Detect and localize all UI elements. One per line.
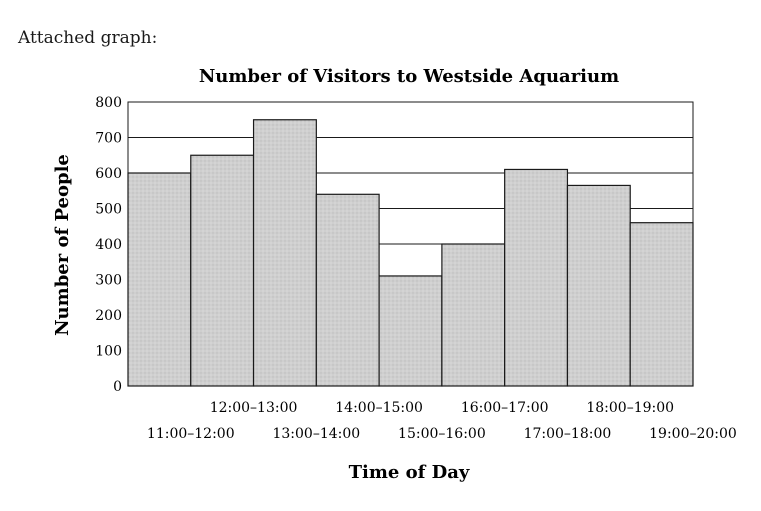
y-tick-label: 700: [95, 131, 122, 147]
bars: [127, 119, 694, 387]
y-tick-label: 100: [95, 344, 122, 360]
x-axis-label: Time of Day: [349, 462, 470, 483]
chart-title: Number of Visitors to Westside Aquarium: [199, 66, 619, 87]
bar-2: [252, 119, 317, 387]
y-tick-label: 400: [95, 237, 122, 253]
x-category-label: 19:00–20:00: [649, 426, 737, 442]
bar-0: [127, 172, 192, 387]
bar-8: [629, 222, 694, 387]
y-tick-label: 800: [95, 95, 122, 111]
x-category-label: 15:00–16:00: [398, 426, 486, 442]
x-category-label: 13:00–14:00: [272, 426, 360, 442]
x-category-label: 16:00–17:00: [461, 400, 549, 416]
y-axis-label: Number of People: [52, 154, 73, 336]
y-tick-label: 0: [113, 379, 122, 395]
bar-7: [566, 184, 631, 387]
y-axis-ticks: 0 100 200 300 400 500 600 700 800: [95, 95, 122, 395]
x-axis-categories: 11:00–12:00 12:00–13:00 13:00–14:00 14:00–1…: [147, 400, 737, 442]
x-category-label: 17:00–18:00: [524, 426, 612, 442]
x-category-label: 11:00–12:00: [147, 426, 235, 442]
x-category-label: 14:00–15:00: [335, 400, 423, 416]
bar-4: [378, 275, 443, 387]
bar-5: [441, 243, 506, 387]
x-category-label: 12:00–13:00: [210, 400, 298, 416]
x-category-label: 18:00–19:00: [586, 400, 674, 416]
y-tick-label: 300: [95, 273, 122, 289]
y-tick-label: 600: [95, 166, 122, 182]
intro-text: Attached graph:: [18, 28, 158, 48]
bar-6: [504, 168, 569, 387]
y-tick-label: 200: [95, 308, 122, 324]
y-tick-label: 500: [95, 202, 122, 218]
bar-1: [190, 154, 255, 387]
bar-3: [315, 193, 380, 387]
